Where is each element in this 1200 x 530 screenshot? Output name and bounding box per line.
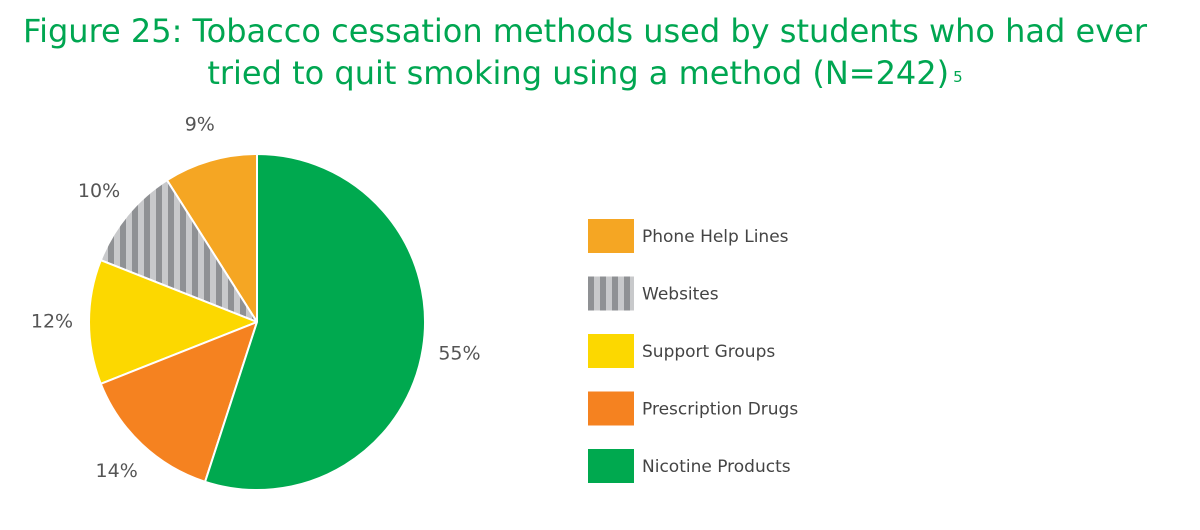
legend-swatch [588, 391, 634, 426]
legend-swatch [588, 219, 634, 253]
legend-label: Phone Help Lines [642, 227, 789, 247]
pie-slice [88, 258, 260, 386]
chart-title: Figure 25: Tobacco cessation methods use… [23, 12, 1147, 92]
footnote-ref: 5 [953, 68, 963, 86]
value-label: 9% [185, 114, 215, 136]
pie-slice [99, 178, 260, 325]
legend-swatch [588, 334, 634, 368]
pie-slice [203, 152, 426, 491]
pie-slice [165, 152, 258, 326]
value-label: 12% [31, 311, 73, 333]
value-label: 14% [96, 460, 138, 482]
legend-label: Nicotine Products [642, 457, 791, 477]
legend-label: Prescription Drugs [642, 400, 798, 420]
value-label: 10% [78, 180, 120, 202]
value-label: 55% [438, 343, 480, 365]
legend-label: Support Groups [642, 342, 775, 362]
chart-title-block: Figure 25: Tobacco cessation methods use… [20, 10, 1150, 94]
legend-label: Websites [642, 285, 719, 305]
legend-swatch [588, 276, 634, 311]
legend-swatch [588, 449, 634, 483]
